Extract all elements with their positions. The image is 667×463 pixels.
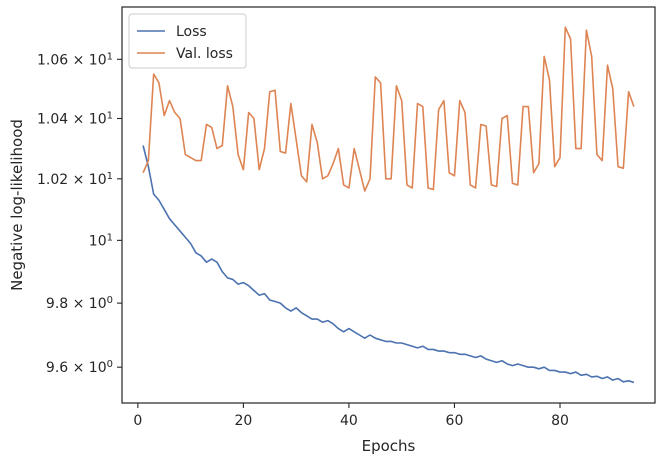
legend: Loss Val. loss bbox=[128, 13, 247, 69]
x-tick-label: 40 bbox=[340, 413, 358, 429]
y-tick-label: 101 bbox=[89, 232, 113, 250]
legend-label-loss: Loss bbox=[176, 24, 207, 40]
y-tick-label: 1.06 × 101 bbox=[37, 51, 113, 69]
series-layer bbox=[142, 26, 635, 384]
y-axis-label: Negative log-likelihood bbox=[8, 119, 26, 291]
series-line-val-loss bbox=[142, 26, 635, 192]
series-line-loss bbox=[142, 145, 635, 384]
y-axis: 9.6 × 100 9.8 × 100 101 1.02 × 101 1.04 × 10… bbox=[37, 51, 122, 376]
x-tick-label: 60 bbox=[446, 413, 464, 429]
x-axis-label: Epochs bbox=[362, 437, 416, 455]
x-axis: 0 20 40 60 80 bbox=[133, 403, 569, 429]
y-tick-label: 9.6 × 100 bbox=[46, 359, 113, 377]
legend-box bbox=[128, 13, 247, 69]
y-tick-label: 9.8 × 100 bbox=[46, 295, 113, 313]
legend-label-val-loss: Val. loss bbox=[176, 46, 233, 62]
y-tick-label: 1.04 × 101 bbox=[37, 110, 113, 128]
x-tick-label: 20 bbox=[234, 413, 252, 429]
x-tick-label: 80 bbox=[551, 413, 569, 429]
x-tick-label: 0 bbox=[133, 413, 142, 429]
plot-area bbox=[121, 6, 656, 404]
y-tick-label: 1.02 × 101 bbox=[37, 170, 113, 188]
